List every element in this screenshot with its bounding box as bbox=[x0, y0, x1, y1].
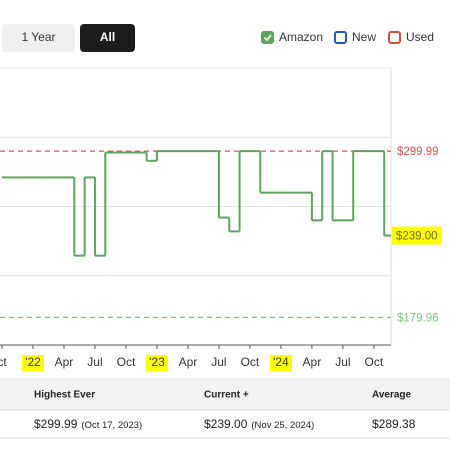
table-cell: $239.00 (Nov 25, 2024) bbox=[204, 417, 314, 431]
x-tick-label: Oct bbox=[365, 355, 384, 369]
x-tick-label: Jul bbox=[87, 355, 102, 369]
range-button[interactable] bbox=[2, 24, 75, 52]
x-tick-label: Jul bbox=[211, 355, 226, 369]
legend-checkbox[interactable] bbox=[334, 31, 347, 44]
legend-checkbox[interactable] bbox=[388, 31, 401, 44]
reference-label: $179.96 bbox=[397, 312, 439, 324]
tick-highlight bbox=[145, 355, 168, 371]
legend-label: Used bbox=[406, 30, 434, 44]
x-tick-label: Apr bbox=[303, 355, 322, 369]
legend-label: Amazon bbox=[279, 30, 323, 44]
x-tick-label: ct bbox=[0, 355, 7, 369]
table-header-bg bbox=[0, 378, 450, 410]
range-button-label: All bbox=[100, 30, 115, 44]
current-price-label: $239.00 bbox=[396, 231, 438, 243]
cell-price: $239.00 bbox=[204, 417, 248, 431]
x-tick-label: Apr bbox=[55, 355, 74, 369]
current-highlight bbox=[392, 226, 442, 245]
x-tick-label: '23 bbox=[149, 355, 165, 369]
legend-check bbox=[263, 34, 272, 42]
range-button[interactable] bbox=[80, 24, 135, 52]
table-header: Current + bbox=[204, 390, 249, 401]
cell-price: $299.99 bbox=[34, 417, 78, 431]
x-tick-label: '24 bbox=[273, 355, 289, 369]
table-header: Highest Ever bbox=[34, 390, 95, 401]
cell-date: (Oct 17, 2023) bbox=[81, 420, 142, 431]
x-tick-label: Jul bbox=[335, 355, 350, 369]
tick-highlight bbox=[269, 355, 292, 371]
x-tick-label: Apr bbox=[179, 355, 198, 369]
table-cell: $299.99 (Oct 17, 2023) bbox=[34, 417, 142, 431]
tick-highlight bbox=[21, 355, 44, 371]
table-header: Average bbox=[372, 390, 412, 401]
table-cell: $289.38 bbox=[372, 417, 416, 431]
x-tick-label: '22 bbox=[25, 355, 41, 369]
range-button-label: 1 Year bbox=[21, 30, 55, 44]
legend-label: New bbox=[352, 30, 376, 44]
reference-label: $299.99 bbox=[397, 146, 439, 158]
cell-price: $289.38 bbox=[372, 417, 416, 431]
legend-checkbox[interactable] bbox=[261, 31, 274, 44]
x-tick-label: Oct bbox=[241, 355, 260, 369]
x-tick-label: Oct bbox=[117, 355, 136, 369]
cell-date: (Nov 25, 2024) bbox=[251, 420, 314, 431]
